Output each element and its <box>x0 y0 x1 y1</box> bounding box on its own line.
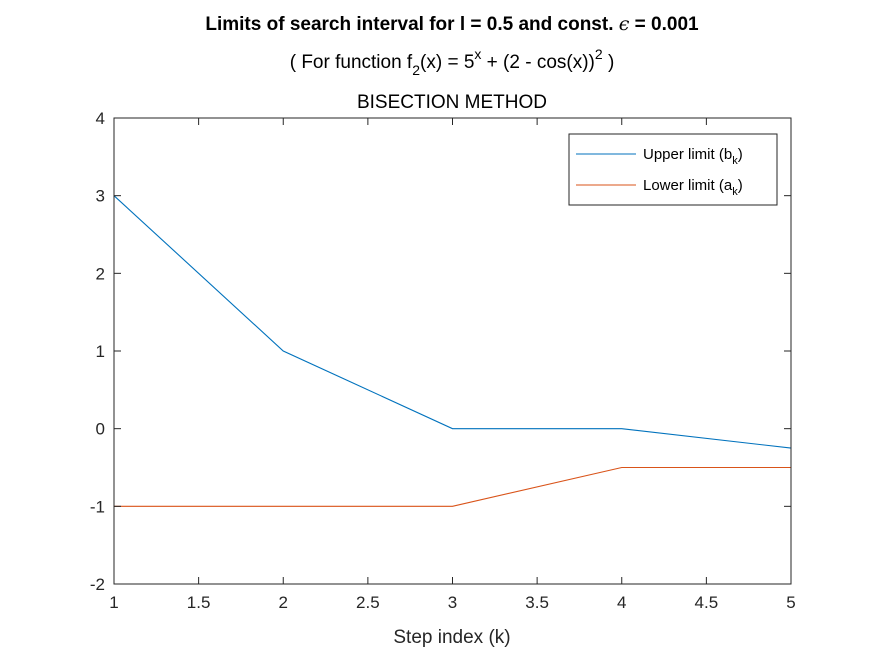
x-tick-label: 5 <box>786 593 795 612</box>
y-tick-label: -2 <box>90 575 105 594</box>
y-tick-label: 1 <box>96 342 105 361</box>
subtitle-mid1: (x) = 5 <box>420 52 474 73</box>
chart-subtitle: ( For function f2(x) = 5x + (2 - cos(x))… <box>290 46 615 78</box>
subtitle-mid2: + (2 - cos(x)) <box>481 52 594 73</box>
legend: Upper limit (bk) Lower limit (ak) <box>568 133 778 206</box>
x-tick-label: 1.5 <box>187 593 211 612</box>
series-layer <box>113 195 792 507</box>
x-tick-label: 1 <box>109 593 118 612</box>
x-tick-label: 3 <box>448 593 457 612</box>
x-tick-label: 4.5 <box>695 593 719 612</box>
y-tick-label: 3 <box>96 187 105 206</box>
subtitle-open: ( For function f <box>290 52 413 73</box>
subtitle-sup-x: x <box>474 46 481 62</box>
legend-label-1: Lower limit (ak) <box>643 177 743 198</box>
x-axis-ticks: 1 1.5 2 2.5 3 3.5 4 4.5 5 <box>109 118 796 612</box>
legend-box <box>568 133 778 206</box>
y-tick-label: -1 <box>90 497 105 516</box>
subtitle-sub-2: 2 <box>412 62 420 78</box>
series-line-1 <box>114 466 791 507</box>
y-tick-label: 4 <box>96 109 105 128</box>
y-tick-label: 2 <box>96 264 105 283</box>
subtitle-close: ) <box>603 52 615 73</box>
x-axis-label: Step index (k) <box>393 627 510 648</box>
y-tick-label: 0 <box>96 420 105 439</box>
x-tick-label: 2 <box>279 593 288 612</box>
x-tick-label: 3.5 <box>525 593 549 612</box>
x-tick-label: 2.5 <box>356 593 380 612</box>
legend-label-0: Upper limit (bk) <box>643 146 743 167</box>
title-line1-suffix: = 0.001 <box>629 14 699 35</box>
chart-method-title: BISECTION METHOD <box>357 92 547 113</box>
y-axis-ticks: -2 -1 0 1 2 3 4 <box>90 109 791 594</box>
subtitle-sup-2: 2 <box>595 46 603 62</box>
title-line1-prefix: Limits of search interval for l = 0.5 an… <box>205 14 618 35</box>
title-epsilon-symbol: ϵ <box>619 13 630 35</box>
chart-title: Limits of search interval for l = 0.5 an… <box>205 13 699 35</box>
series-line-0 <box>113 195 792 449</box>
x-tick-label: 4 <box>617 593 626 612</box>
